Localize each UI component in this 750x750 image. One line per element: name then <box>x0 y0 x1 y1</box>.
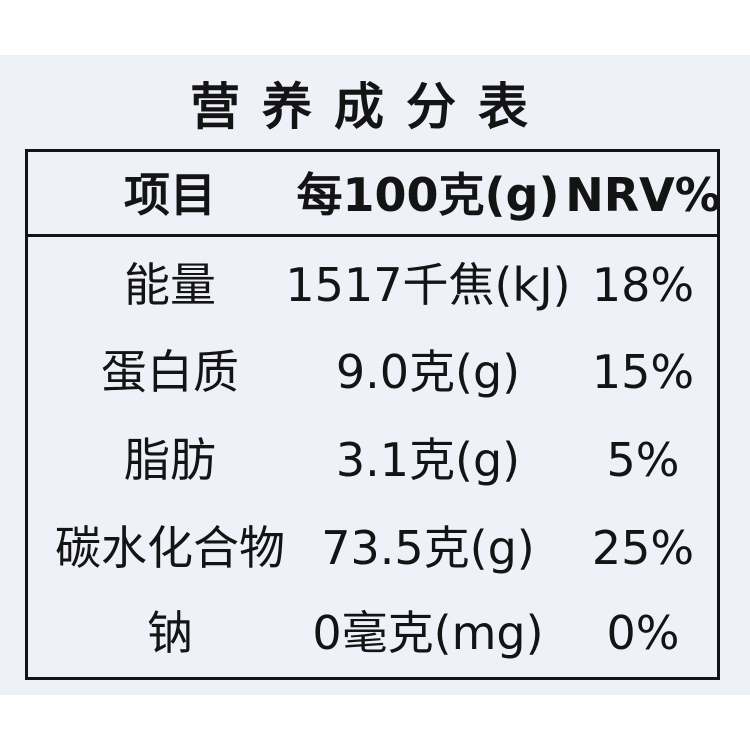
row-per100: 1517千焦(kJ) <box>285 258 571 312</box>
row-nrv: 5% <box>606 433 680 487</box>
row-item: 碳水化合物 <box>55 521 285 575</box>
row-item: 蛋白质 <box>101 345 239 399</box>
row-nrv: 0% <box>606 606 680 660</box>
row-item: 钠 <box>147 606 193 660</box>
row-item: 脂肪 <box>124 433 216 487</box>
row-per100: 0毫克(mg) <box>312 606 544 660</box>
header-divider <box>28 234 717 237</box>
nutrition-table-title: 营养成分表 <box>190 78 550 136</box>
row-item: 能量 <box>124 258 216 312</box>
row-per100: 73.5克(g) <box>321 521 535 575</box>
column-header-nrv: NRV% <box>565 168 721 222</box>
row-nrv: 18% <box>591 258 695 312</box>
row-per100: 9.0克(g) <box>335 345 521 399</box>
row-per100: 3.1克(g) <box>335 433 521 487</box>
column-header-per100: 每100克(g) <box>296 168 560 222</box>
row-nrv: 25% <box>591 521 695 575</box>
nutrition-table: 项目 每100克(g) NRV% 能量 1517千焦(kJ) 18% 蛋白质 9… <box>25 149 721 680</box>
label-background <box>0 55 750 695</box>
row-nrv: 15% <box>591 345 695 399</box>
column-header-item: 项目 <box>124 168 216 222</box>
